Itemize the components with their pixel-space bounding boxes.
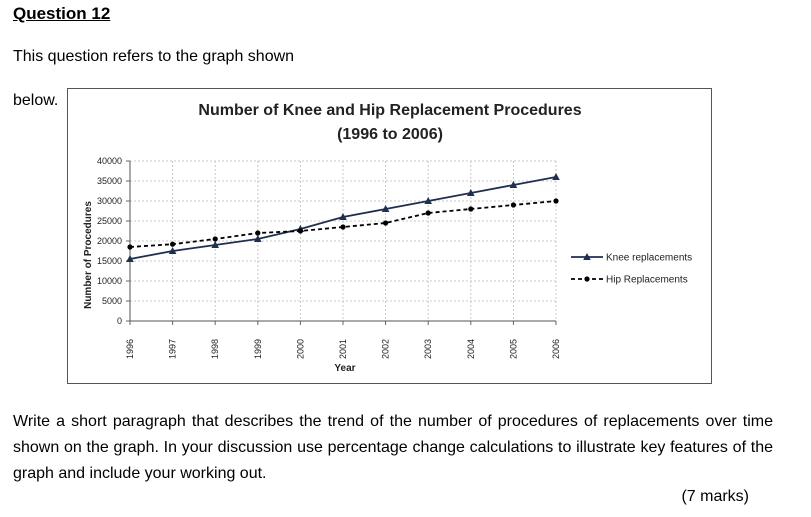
data-point-hip-replacements: [510, 202, 516, 208]
chart-subtitle: (1996 to 2006): [337, 126, 443, 143]
question-body: Write a short paragraph that describes t…: [13, 413, 773, 482]
legend-marker: [583, 253, 591, 260]
x-tick-label: 2001: [338, 339, 348, 359]
x-tick-label: 2002: [381, 339, 391, 359]
data-point-knee-replacements: [211, 241, 219, 248]
data-point-knee-replacements: [467, 189, 475, 196]
data-point-hip-replacements: [468, 206, 474, 212]
data-point-knee-replacements: [509, 181, 518, 188]
x-axis-title: Year: [334, 363, 355, 374]
data-point-hip-replacements: [170, 241, 176, 247]
chart-container: Number of Knee and Hip Replacement Proce…: [67, 88, 712, 384]
data-point-knee-replacements: [339, 213, 347, 220]
data-point-hip-replacements: [340, 224, 346, 230]
x-tick-label: 2004: [466, 339, 476, 359]
data-point-hip-replacements: [383, 220, 389, 226]
y-tick-label: 30000: [97, 196, 122, 206]
data-point-knee-replacements: [381, 205, 390, 212]
chart-legend: Knee replacements Hip Replacements: [571, 253, 692, 286]
question-number: Question 12: [13, 4, 111, 23]
y-tick-label: 25000: [97, 216, 122, 226]
y-tick-label: 40000: [97, 156, 122, 166]
x-tick-label: 1999: [253, 339, 263, 359]
x-tick-label: 1998: [210, 339, 220, 359]
y-tick-label: 35000: [97, 176, 122, 186]
data-point-hip-replacements: [297, 228, 303, 234]
data-point-hip-replacements: [212, 236, 218, 242]
data-point-hip-replacements: [127, 244, 133, 250]
question-marks: (7 marks): [681, 488, 749, 505]
data-point-hip-replacements: [553, 198, 559, 204]
x-tick-label: 2003: [423, 339, 433, 359]
x-tick-label: 2006: [551, 339, 561, 359]
series-line-hip-replacements: [129, 200, 557, 248]
y-tick-label: 0: [117, 316, 122, 326]
x-tick-label: 1997: [168, 339, 178, 359]
data-point-knee-replacements: [552, 173, 560, 180]
chart-title: Number of Knee and Hip Replacement Proce…: [198, 102, 581, 119]
data-point-hip-replacements: [255, 230, 261, 236]
question-intro: This question refers to the graph shown: [13, 48, 295, 65]
legend-marker: [584, 276, 590, 282]
data-point-knee-replacements: [424, 197, 432, 204]
x-tick-label: 2000: [295, 339, 305, 359]
line-chart: Number of Knee and Hip Replacement Proce…: [83, 102, 692, 374]
y-axis-title: Number of Procedures: [83, 201, 94, 309]
question-intro-continued: below.: [13, 92, 59, 109]
data-point-hip-replacements: [425, 210, 431, 216]
data-point-knee-replacements: [168, 247, 177, 254]
plot-area: 0 5000 10000 15000 20000 25000 30000 35000 40000…: [97, 156, 561, 359]
x-tick-label: 1996: [125, 339, 135, 359]
y-tick-label: 5000: [102, 296, 122, 306]
legend-label: Hip Replacements: [606, 275, 688, 286]
y-tick-label: 15000: [97, 256, 122, 266]
data-point-knee-replacements: [126, 255, 134, 262]
y-tick-label: 20000: [97, 236, 122, 246]
x-tick-label: 2005: [508, 339, 518, 359]
y-tick-label: 10000: [97, 276, 122, 286]
legend-label: Knee replacements: [606, 253, 692, 264]
data-point-knee-replacements: [254, 235, 262, 242]
